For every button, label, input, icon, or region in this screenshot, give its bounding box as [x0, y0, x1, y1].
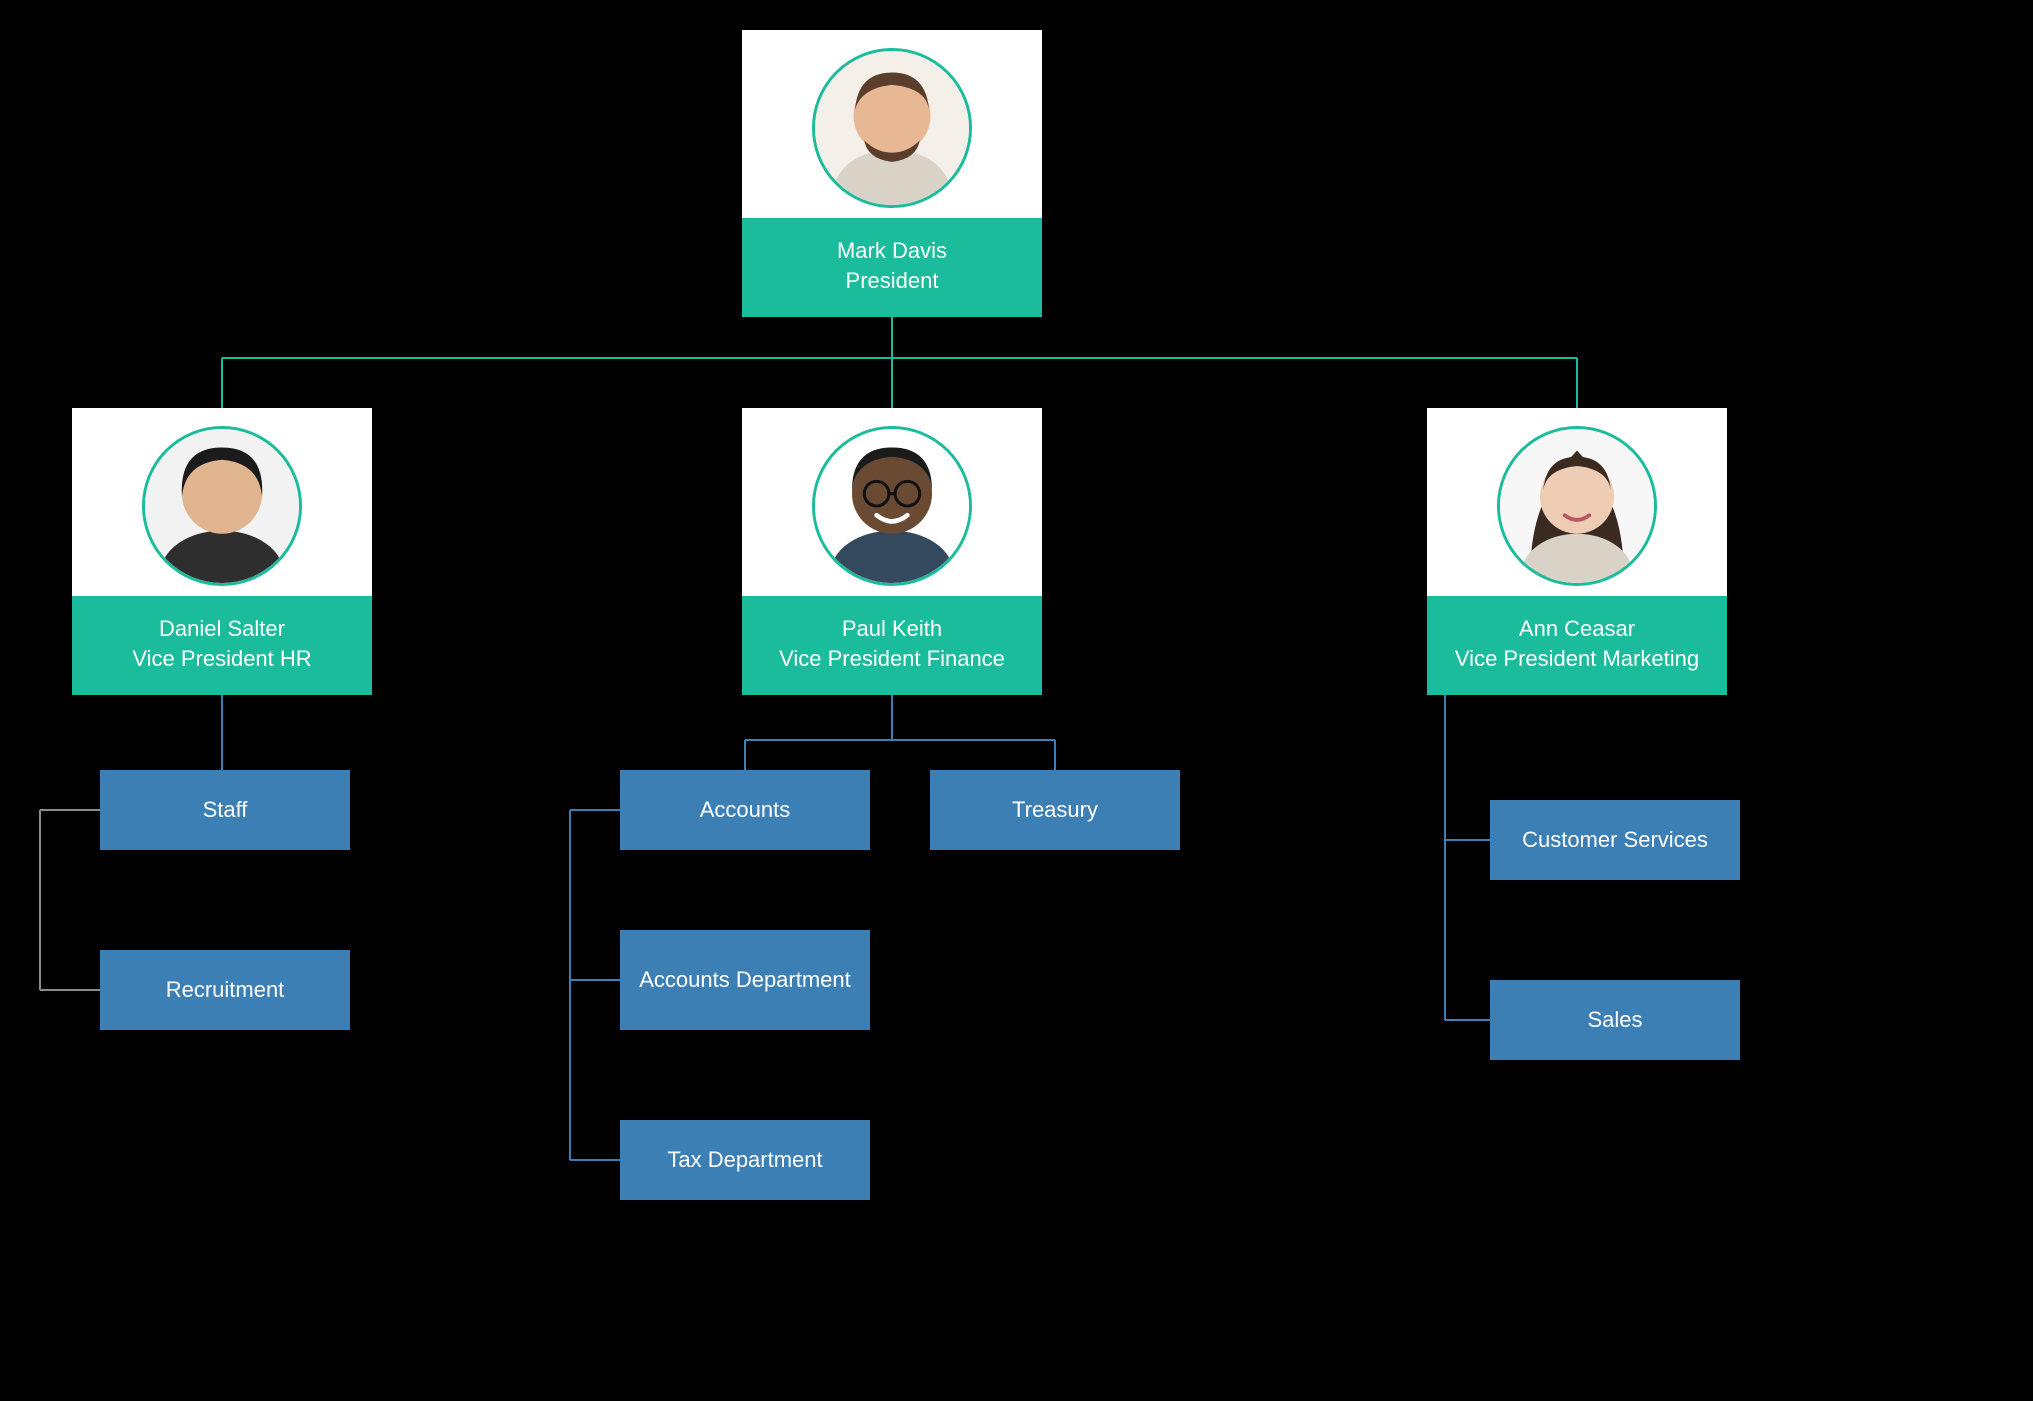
dept-label: Treasury [1012, 796, 1098, 824]
avatar-president [812, 48, 972, 208]
dept-label: Customer Services [1522, 826, 1708, 854]
dept-box-accounts-department: Accounts Department [620, 930, 870, 1030]
dept-label: Recruitment [166, 976, 285, 1004]
avatar-wrap [1427, 408, 1727, 596]
dept-label: Tax Department [667, 1146, 822, 1174]
dept-label: Sales [1587, 1006, 1642, 1034]
dept-box-sales: Sales [1490, 980, 1740, 1060]
person-title: Vice President Marketing [1437, 644, 1717, 674]
person-label: Ann Ceasar Vice President Marketing [1427, 596, 1727, 695]
person-title: President [752, 266, 1032, 296]
avatar-svg [145, 429, 299, 583]
person-title: Vice President Finance [752, 644, 1032, 674]
person-label: Daniel Salter Vice President HR [72, 596, 372, 695]
person-card-president: Mark Davis President [742, 30, 1042, 317]
dept-label: Accounts [700, 796, 791, 824]
dept-box-tax-department: Tax Department [620, 1120, 870, 1200]
dept-label: Accounts Department [639, 966, 851, 994]
person-title: Vice President HR [82, 644, 362, 674]
avatar-wrap [742, 408, 1042, 596]
person-name: Ann Ceasar [1437, 614, 1717, 644]
person-name: Paul Keith [752, 614, 1032, 644]
org-chart-canvas: Mark Davis President Daniel Salter Vice … [0, 0, 2033, 1401]
avatar-vp-marketing [1497, 426, 1657, 586]
avatar-vp-finance [812, 426, 972, 586]
avatar-svg [815, 51, 969, 205]
avatar-vp-hr [142, 426, 302, 586]
dept-box-recruitment: Recruitment [100, 950, 350, 1030]
dept-box-staff: Staff [100, 770, 350, 850]
dept-label: Staff [203, 796, 248, 824]
person-label: Mark Davis President [742, 218, 1042, 317]
avatar-svg [1500, 429, 1654, 583]
person-label: Paul Keith Vice President Finance [742, 596, 1042, 695]
person-name: Daniel Salter [82, 614, 362, 644]
dept-box-treasury: Treasury [930, 770, 1180, 850]
person-card-vp-hr: Daniel Salter Vice President HR [72, 408, 372, 695]
dept-box-accounts: Accounts [620, 770, 870, 850]
person-card-vp-finance: Paul Keith Vice President Finance [742, 408, 1042, 695]
person-card-vp-marketing: Ann Ceasar Vice President Marketing [1427, 408, 1727, 695]
person-name: Mark Davis [752, 236, 1032, 266]
avatar-wrap [72, 408, 372, 596]
avatar-wrap [742, 30, 1042, 218]
avatar-svg [815, 429, 969, 583]
dept-box-customer-services: Customer Services [1490, 800, 1740, 880]
